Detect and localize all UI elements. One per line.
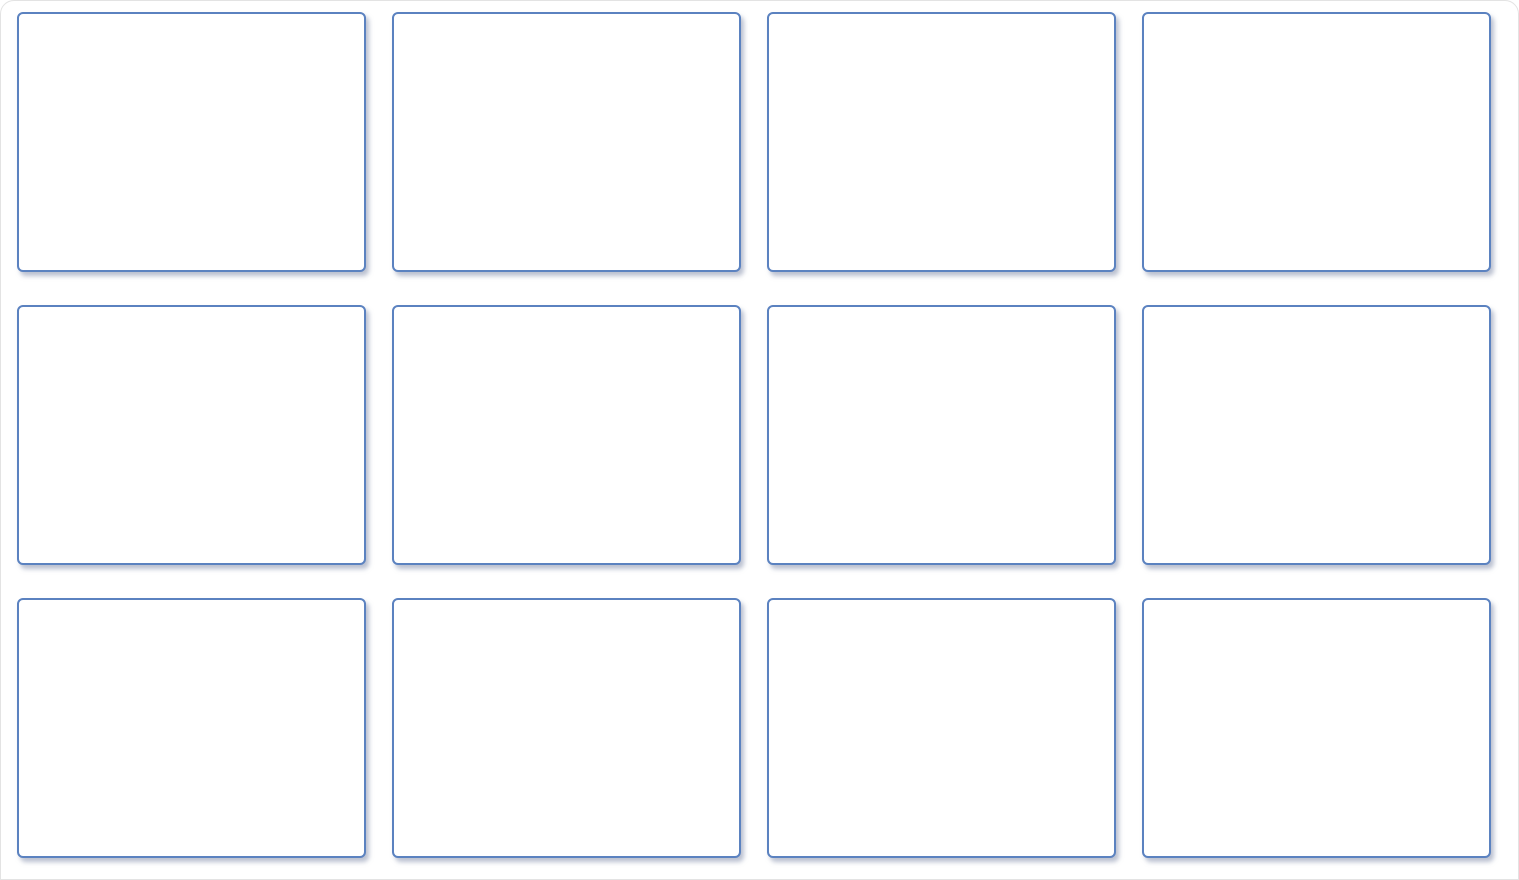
height-weight-chart (394, 600, 739, 856)
titanic-alluvial-chart (19, 307, 364, 563)
panel-height-weight (392, 598, 741, 858)
us-metro-population-chart (769, 14, 1114, 270)
panel-election-sankey (767, 305, 1116, 565)
population-pyramids-chart (394, 14, 739, 270)
population-density-map-chart (394, 307, 739, 563)
automobile-scatter-chart (1144, 307, 1489, 563)
gasoline-violin-chart (1144, 600, 1489, 856)
panel-us-metro-population (767, 12, 1116, 272)
panel-population-pyramids (392, 12, 741, 272)
panel-torque-contour (17, 598, 366, 858)
cluster-heatmap-chart (1144, 14, 1489, 270)
population-gdp-facets-chart (769, 600, 1114, 856)
torque-contour-chart (19, 600, 364, 856)
panel-gasoline-violin (1142, 598, 1491, 858)
panel-population-gdp-facets (767, 598, 1116, 858)
panel-population-density-map (392, 305, 741, 565)
panel-correlation-heatmap (17, 12, 366, 272)
panel-automobile-scatter (1142, 305, 1491, 565)
panel-titanic-alluvial (17, 305, 366, 565)
correlation-heatmap-chart (19, 14, 364, 270)
panel-cluster-heatmap (1142, 12, 1491, 272)
chart-grid (1, 1, 1518, 858)
election-sankey-chart (769, 307, 1114, 563)
